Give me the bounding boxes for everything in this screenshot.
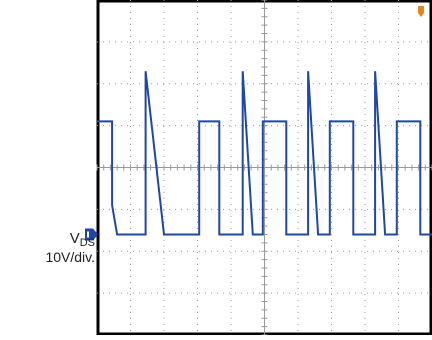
channel-name-label: VDS: [70, 231, 95, 249]
channel-name-main: V: [69, 230, 80, 247]
channel-name-subscript: DS: [79, 237, 95, 249]
trigger-marker-icon: [418, 6, 424, 17]
waveform-series-line: [97, 71, 432, 236]
ground-marker-glyph: [87, 231, 89, 238]
channel-scale-label: 10V/div.: [45, 249, 95, 265]
